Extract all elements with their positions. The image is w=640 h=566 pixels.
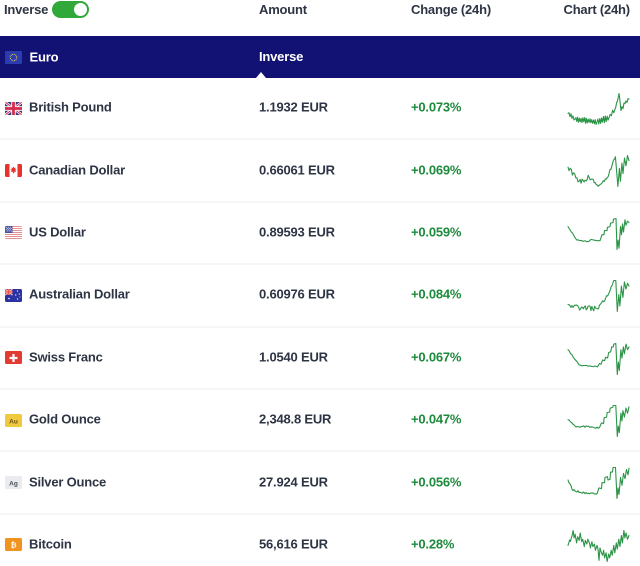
svg-text:Au: Au — [9, 418, 18, 425]
svg-text:Ag: Ag — [9, 480, 18, 487]
svg-text:₿: ₿ — [10, 541, 16, 550]
